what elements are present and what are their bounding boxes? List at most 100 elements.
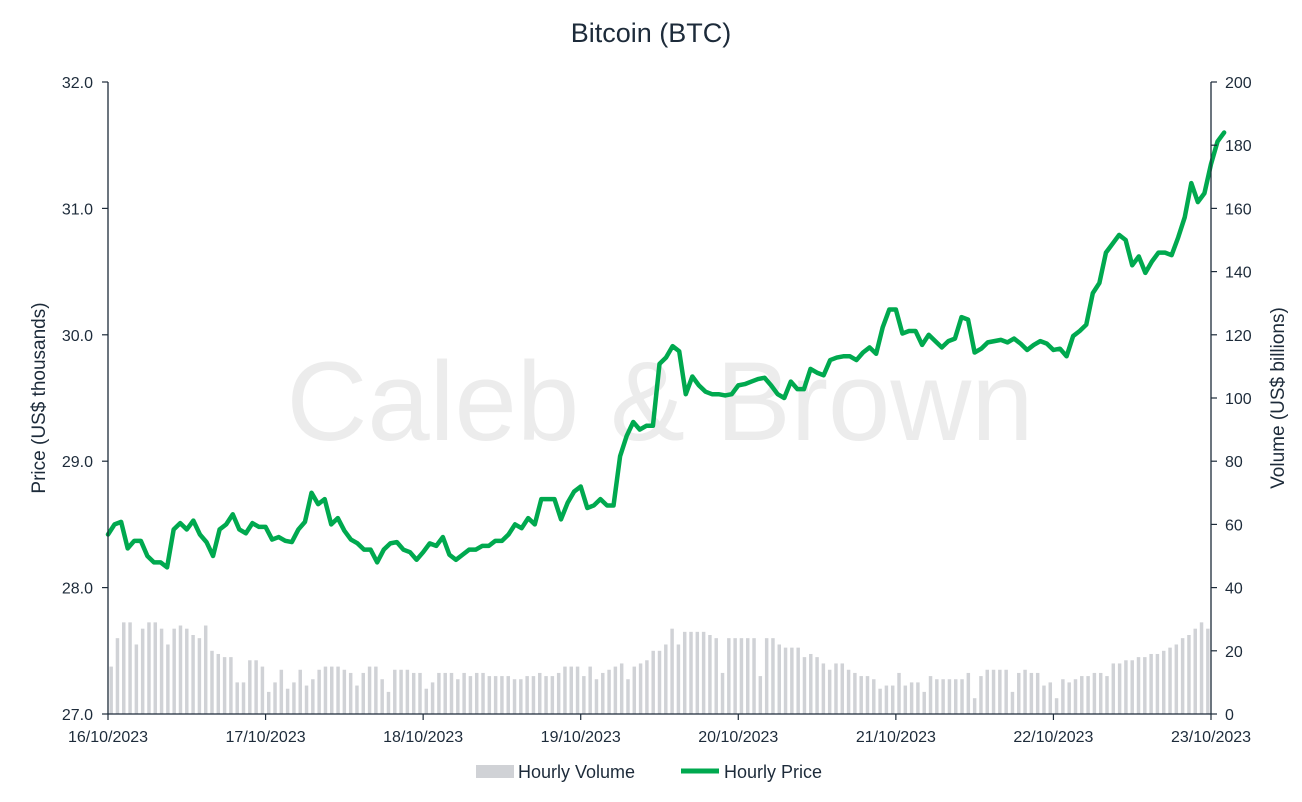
volume-bar: [424, 688, 429, 714]
y-right-tick-label: 20: [1225, 644, 1243, 661]
price-point: [1111, 242, 1114, 245]
volume-bar: [563, 666, 567, 714]
price-line-group: [105, 130, 1227, 570]
volume-bar: [355, 685, 359, 714]
y-right-tick-label: 160: [1225, 201, 1252, 218]
volume-bar: [1143, 657, 1147, 714]
legend: Hourly Volume Hourly Price: [476, 762, 822, 782]
price-point: [199, 533, 201, 536]
volume-bar: [449, 672, 454, 714]
price-point: [231, 513, 234, 516]
volume-bar: [739, 638, 744, 714]
price-point: [1065, 355, 1068, 358]
volume-bar: [1073, 679, 1078, 714]
price-point: [927, 334, 930, 336]
price-point: [954, 337, 956, 340]
volume-bar: [531, 676, 536, 714]
volume-bar: [1149, 653, 1153, 714]
price-point: [1059, 347, 1061, 350]
price-point: [481, 545, 484, 547]
price-point: [711, 393, 713, 396]
price-point: [816, 371, 818, 374]
price-point: [146, 555, 149, 557]
price-point: [1190, 182, 1193, 184]
volume-bar: [279, 669, 284, 714]
legend-volume-label: Hourly Volume: [518, 762, 635, 782]
x-tick-label: 23/10/2023: [1171, 729, 1251, 746]
volume-bar: [998, 669, 1002, 714]
price-point: [625, 435, 628, 437]
volume-bar: [626, 679, 630, 714]
price-point: [415, 558, 418, 561]
price-point: [606, 504, 608, 507]
volume-bar: [960, 679, 964, 714]
volume-bar: [266, 691, 271, 714]
price-point: [1013, 337, 1015, 340]
volume-bar: [796, 647, 800, 714]
volume-bar: [1187, 635, 1191, 714]
price-point: [1085, 323, 1088, 326]
price-point: [796, 388, 799, 390]
volume-bar: [159, 628, 164, 714]
price-point: [1164, 251, 1166, 254]
price-point: [251, 522, 254, 524]
volume-bar: [790, 647, 794, 714]
price-point: [317, 503, 319, 505]
price-point: [527, 517, 529, 519]
price-point: [960, 316, 963, 318]
volume-bar: [519, 679, 523, 714]
price-point: [586, 507, 589, 509]
price-point: [593, 504, 595, 507]
volume-bar: [525, 676, 529, 714]
volume-bar: [802, 657, 807, 714]
volume-bar: [241, 682, 246, 714]
price-point: [442, 536, 444, 538]
volume-bar: [172, 628, 176, 714]
volume-bar: [348, 672, 353, 714]
price-point: [1197, 201, 1199, 203]
volume-bar: [727, 638, 731, 714]
volume-bar: [1193, 628, 1197, 714]
volume-bar: [890, 685, 895, 714]
price-point: [1151, 260, 1153, 263]
price-point: [455, 558, 457, 561]
price-point: [488, 545, 490, 547]
y-right-tick-label: 40: [1225, 581, 1243, 598]
price-point: [238, 528, 241, 531]
y-left-tick-label: 29.0: [62, 454, 93, 471]
volume-bar: [670, 628, 674, 714]
price-point: [133, 540, 136, 542]
price-point: [323, 498, 326, 500]
price-point: [895, 308, 897, 311]
price-point: [304, 521, 306, 523]
price-point: [218, 528, 221, 531]
volume-bar: [556, 672, 561, 714]
price-point: [350, 538, 352, 541]
price-point: [1000, 339, 1002, 341]
price-point: [389, 542, 392, 545]
volume-bar: [1162, 650, 1166, 714]
volume-bar: [493, 676, 498, 714]
legend-price-label: Hourly Price: [724, 762, 822, 782]
volume-bar: [550, 676, 555, 714]
volume-bar: [972, 698, 977, 714]
price-point: [113, 523, 116, 526]
price-point: [671, 345, 674, 347]
volume-bar: [588, 666, 592, 714]
x-tick-label: 21/10/2023: [856, 729, 936, 746]
price-point: [1118, 234, 1120, 236]
volume-bar: [336, 666, 340, 714]
price-point: [402, 548, 405, 551]
volume-bar: [304, 685, 309, 714]
price-point: [560, 518, 562, 521]
price-point: [1170, 254, 1173, 256]
volume-bar: [292, 682, 296, 714]
price-point: [599, 498, 602, 500]
volume-bar: [853, 672, 857, 714]
x-tick-label: 17/10/2023: [226, 729, 306, 746]
price-point: [369, 548, 372, 551]
volume-bar: [443, 672, 447, 714]
price-point: [652, 425, 654, 427]
volume-bar: [916, 682, 920, 714]
price-point: [126, 547, 129, 550]
